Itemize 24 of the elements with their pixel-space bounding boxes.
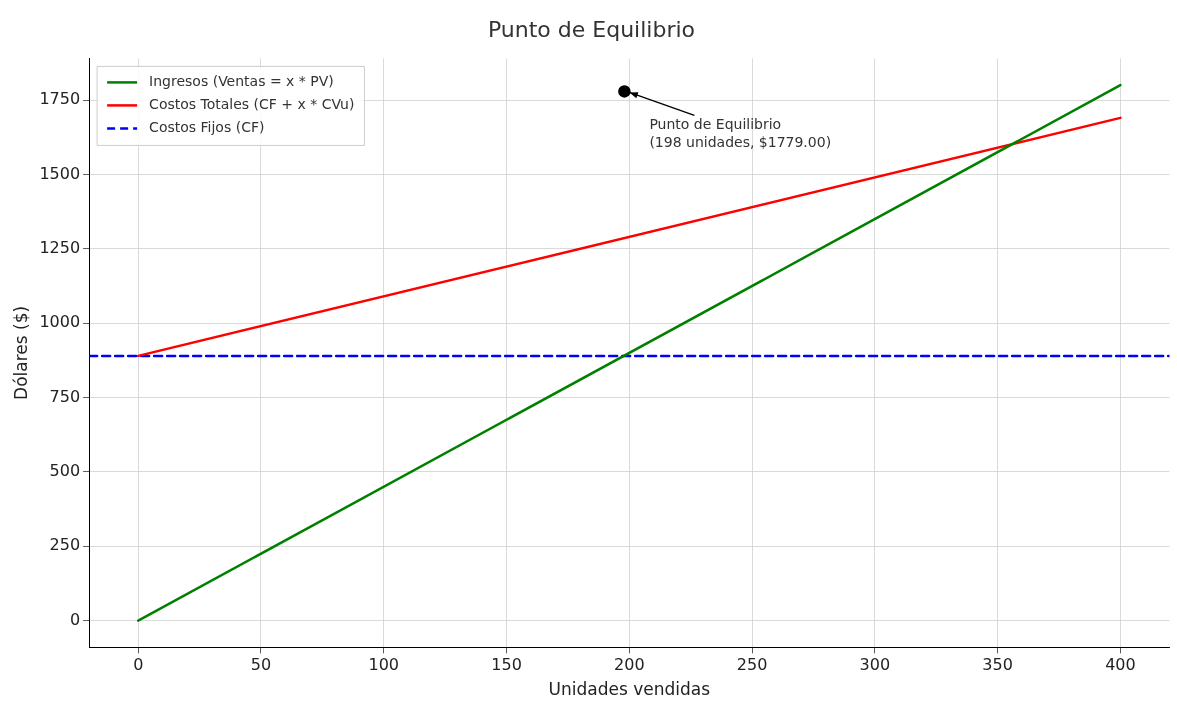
y-tick-label: 0 xyxy=(69,609,81,629)
x-tick-label: 150 xyxy=(491,655,522,675)
y-tick-label: 1250 xyxy=(39,237,81,257)
y-tick-label: 1000 xyxy=(39,312,81,332)
x-tick-label: 200 xyxy=(614,655,645,675)
annotation: Punto de Equilibrio (198 unidades, $1779.00) xyxy=(649,116,832,151)
x-tick-label: 0 xyxy=(133,655,144,675)
y-axis-title: Dólares ($) xyxy=(10,305,31,400)
x-tick-label: 400 xyxy=(1105,655,1136,675)
legend-label: Costos Totales (CF + x * CVu) xyxy=(149,96,355,113)
x-tick-label: 350 xyxy=(982,655,1013,675)
y-tick-label: 1500 xyxy=(39,163,81,183)
x-tick-label: 300 xyxy=(859,655,891,675)
y-tick-label: 250 xyxy=(49,535,81,555)
y-tick-label: 500 xyxy=(49,461,81,481)
y-tick-label: 1750 xyxy=(39,89,81,109)
x-axis-title: Unidades vendidas xyxy=(548,679,711,700)
chart-title: Punto de Equilibrio xyxy=(487,16,696,42)
x-tick-label: 250 xyxy=(736,655,768,675)
x-tick-label: 50 xyxy=(250,655,272,675)
legend-label: Costos Fijos (CF) xyxy=(149,119,265,136)
legend-label: Ingresos (Ventas = x * PV) xyxy=(149,73,334,90)
y-tick-label: 750 xyxy=(49,386,81,406)
x-tick-label: 100 xyxy=(368,655,400,675)
